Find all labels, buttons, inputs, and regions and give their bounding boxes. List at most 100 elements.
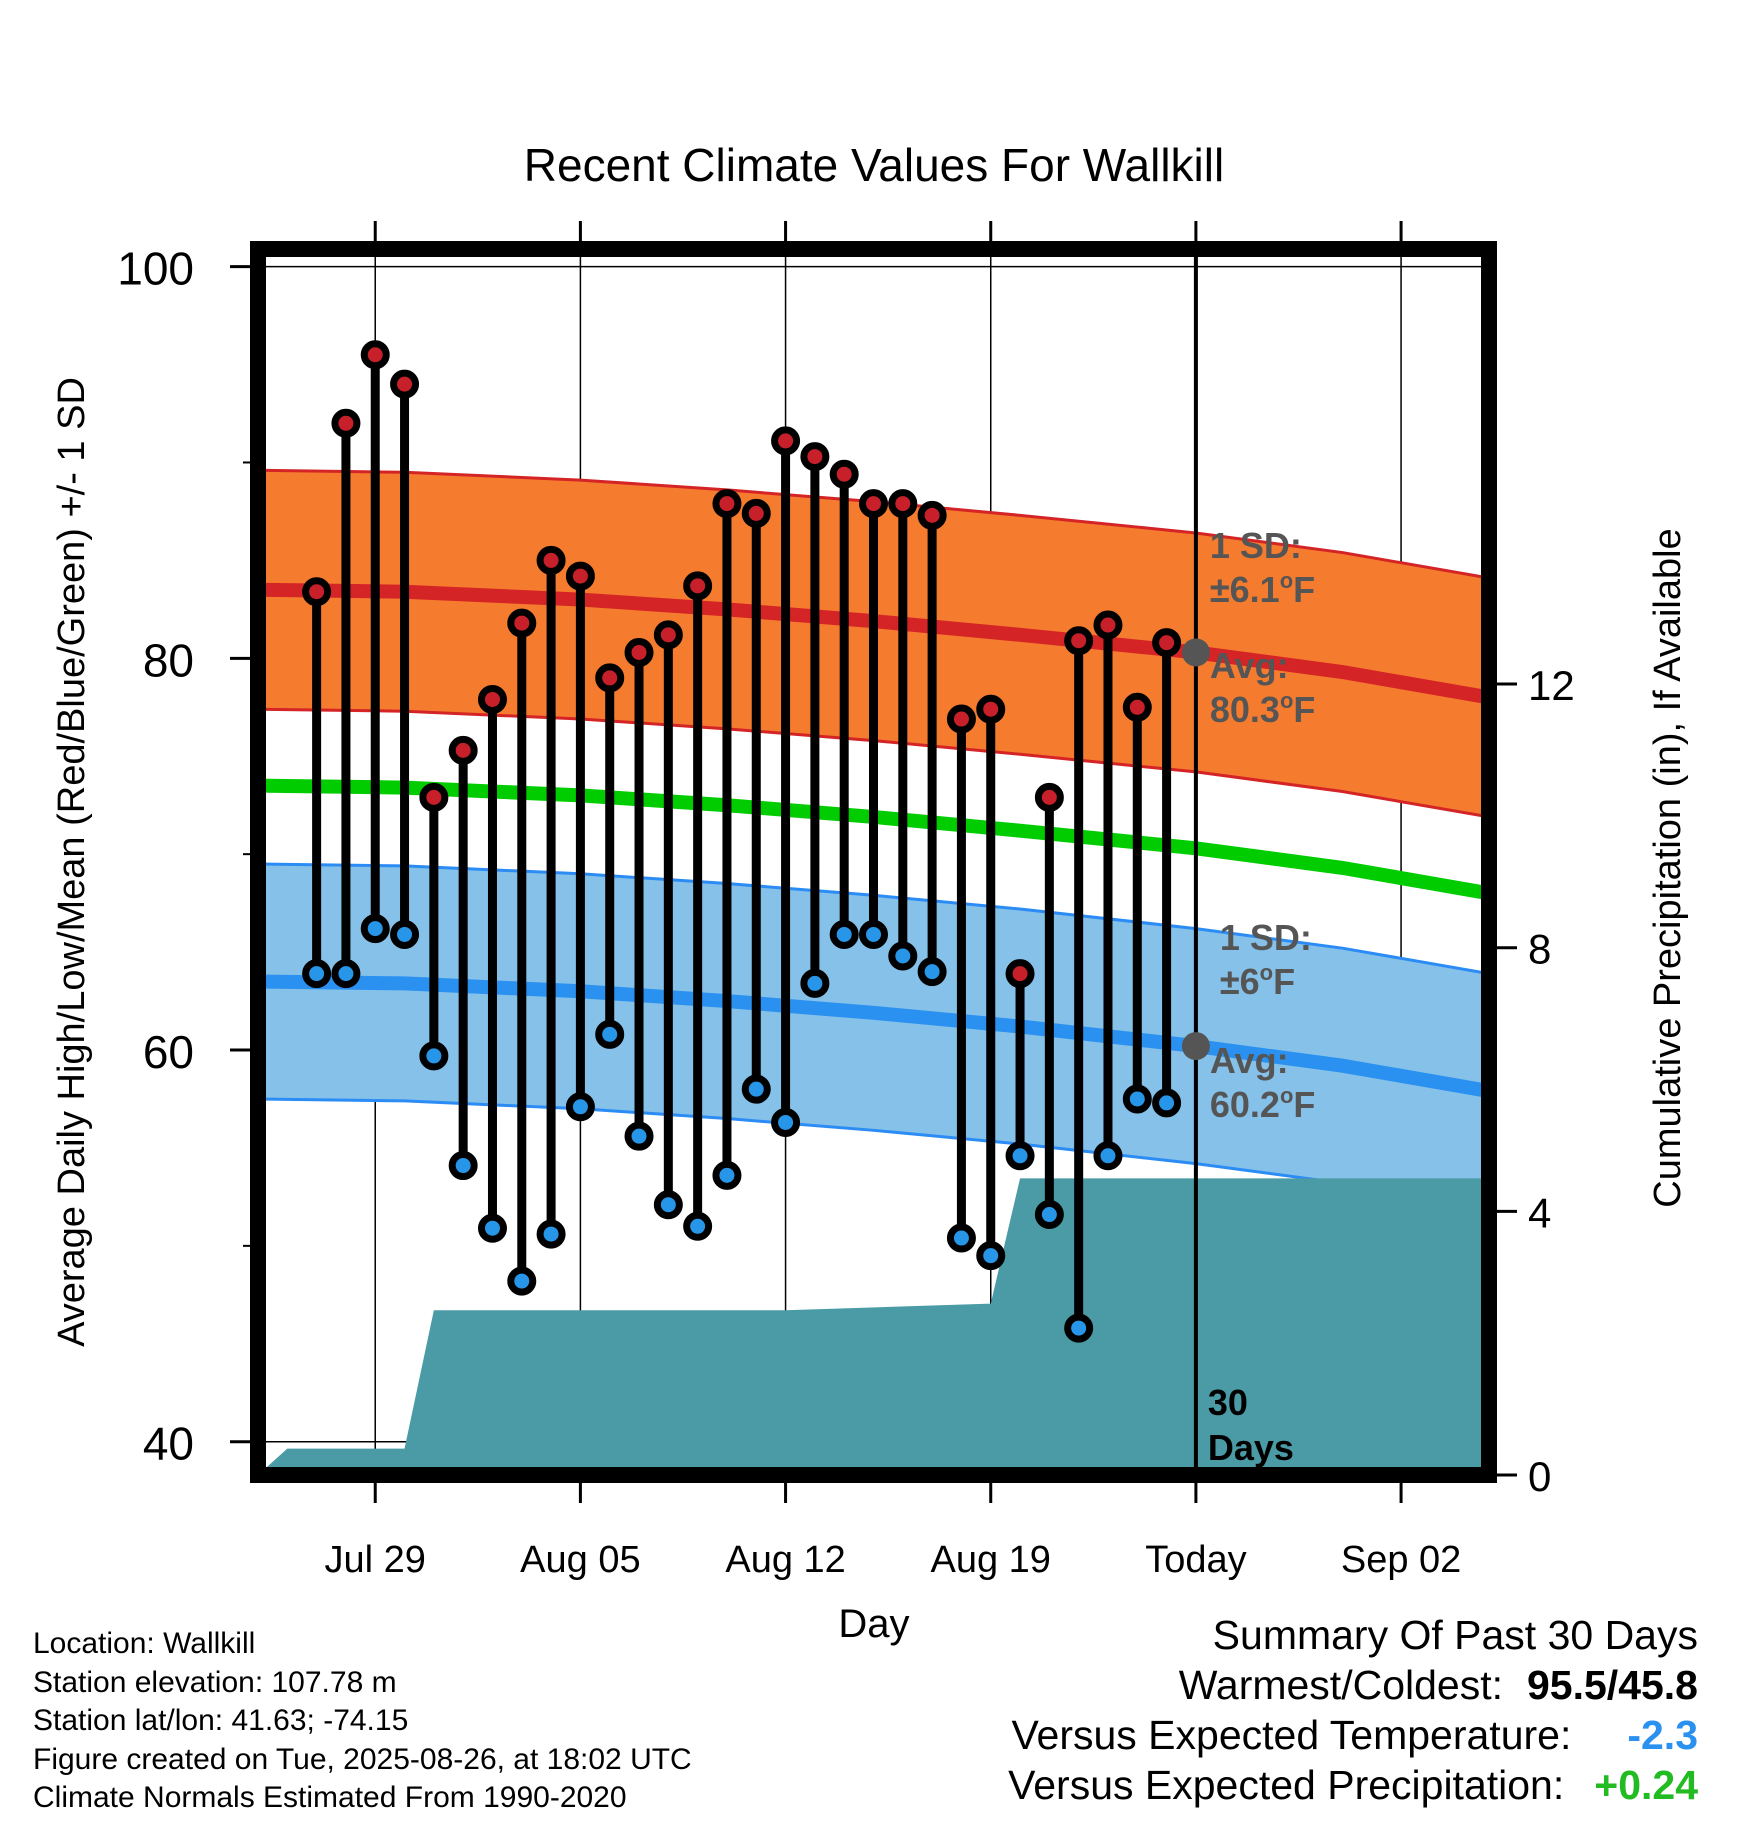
high-point [595,663,625,693]
low-sd-annotation-line2: ±6oF [1220,960,1295,1002]
x-tick-label: Aug 05 [520,1539,640,1581]
summary-warm-cold: Warmest/Coldest: 95.5/45.8 [1008,1660,1698,1710]
cumulative-precip-area [258,1178,1489,1475]
axes: 40 60 80 100 0 4 8 12 Jul 29 Aug 05 Aug 12 Aug 19 To… [117,221,1575,1581]
high-point [741,498,771,528]
high-point [302,577,332,607]
x-tick-label: Jul 29 [325,1539,426,1581]
y2-axis-label: Cumulative Precipitation (in), If Availa… [1647,528,1689,1207]
low-point [771,1107,801,1137]
high-point [946,704,976,734]
high-point [360,340,390,370]
low-point [888,941,918,971]
summary-precipitation: Versus Expected Precipitation: +0.24 [1008,1760,1698,1810]
x-tick-label: Aug 12 [725,1539,845,1581]
low-point [1152,1088,1182,1118]
low-avg-annotation-line2: 60.2oF [1210,1083,1316,1125]
summary-temperature: Versus Expected Temperature: -2.3 [1008,1710,1698,1760]
low-point [946,1223,976,1253]
normals-text: Climate Normals Estimated From 1990-2020 [33,1781,627,1814]
low-point [419,1041,449,1071]
precip-label: Versus Expected Precipitation: [1008,1762,1565,1808]
low-point [565,1092,595,1122]
today-normal-high-marker [1181,638,1210,667]
daily-points [302,340,1182,1343]
high-point [448,735,478,765]
high-point [331,408,361,438]
x-tick-label: Sep 02 [1341,1539,1461,1581]
low-point [507,1266,537,1296]
high-point [1064,626,1094,656]
low-point [1093,1141,1123,1171]
latlon-text: Station lat/lon: 41.63; -74.15 [33,1704,409,1737]
x-tick-label: Today [1145,1539,1246,1581]
high-sd-annotation-line2: ±6.1oF [1210,568,1315,610]
high-point [771,426,801,456]
high-point [917,500,947,530]
high-point [1034,782,1064,812]
low-point [1034,1200,1064,1230]
today-normal-low-marker [1181,1032,1210,1061]
precipitation-area [258,1178,1489,1475]
plot-border [250,241,1497,1483]
y-axis-label: Average Daily High/Low/Mean (Red/Blue/Gr… [51,377,93,1347]
summary-panel: Summary Of Past 30 Days Warmest/Coldest:… [1008,1610,1698,1810]
y-tick-label: 60 [143,1026,194,1078]
high-point [1005,959,1035,989]
y2-tick-label: 12 [1528,662,1575,709]
summary-title: Summary Of Past 30 Days [1212,1612,1698,1658]
high-point [1122,692,1152,722]
low-point [331,959,361,989]
high-avg-annotation-line2: 80.3oF [1210,688,1316,730]
high-point [419,782,449,812]
y2-tick-label: 4 [1528,1189,1551,1236]
high-point [507,608,537,638]
low-point [712,1160,742,1190]
chart-title: Recent Climate Values For Wallkill [524,139,1224,191]
high-point [390,369,420,399]
low-sd-band [258,863,1489,1209]
created-text: Figure created on Tue, 2025-08-26, at 18… [33,1742,692,1776]
low-point [1005,1141,1035,1171]
precip-value: +0.24 [1594,1762,1698,1808]
low-point [477,1213,507,1243]
y-tick-label: 100 [117,243,194,295]
high-point [976,694,1006,724]
high-point [1093,610,1123,640]
high-point [653,620,683,650]
low-point [859,919,888,949]
low-point [917,957,947,987]
warm-cold-value: 95.5/45.8 [1527,1662,1698,1708]
low-point [800,968,830,998]
x-axis-label: Day [838,1602,909,1646]
low-point [536,1219,566,1249]
plot-frame [250,241,1497,1483]
high-sd-annotation-line1: 1 SD: [1210,525,1302,566]
high-point [859,489,888,519]
y2-tick-label: 0 [1528,1453,1551,1500]
low-point [683,1211,713,1241]
y2-tick-label: 8 [1528,926,1551,973]
location-text: Location: Wallkill [33,1627,256,1660]
low-point [653,1190,683,1220]
low-point [1064,1313,1094,1343]
high-point [624,637,654,667]
low-avg-annotation-line1: Avg: [1210,1040,1289,1081]
low-point [829,919,859,949]
low-point [390,919,420,949]
x-tick-label: Aug 19 [931,1539,1051,1581]
low-point [302,959,332,989]
temp-label: Versus Expected Temperature: [1011,1712,1572,1758]
low-point [448,1151,478,1181]
low-point [1122,1084,1152,1114]
y-tick-label: 40 [143,1418,194,1470]
high-point [712,489,742,519]
high-point [477,684,507,714]
y-tick-label: 80 [143,634,194,686]
period-label-unit: Days [1208,1427,1294,1468]
low-point [741,1074,771,1104]
elevation-text: Station elevation: 107.78 m [33,1665,397,1699]
low-point [360,914,390,944]
